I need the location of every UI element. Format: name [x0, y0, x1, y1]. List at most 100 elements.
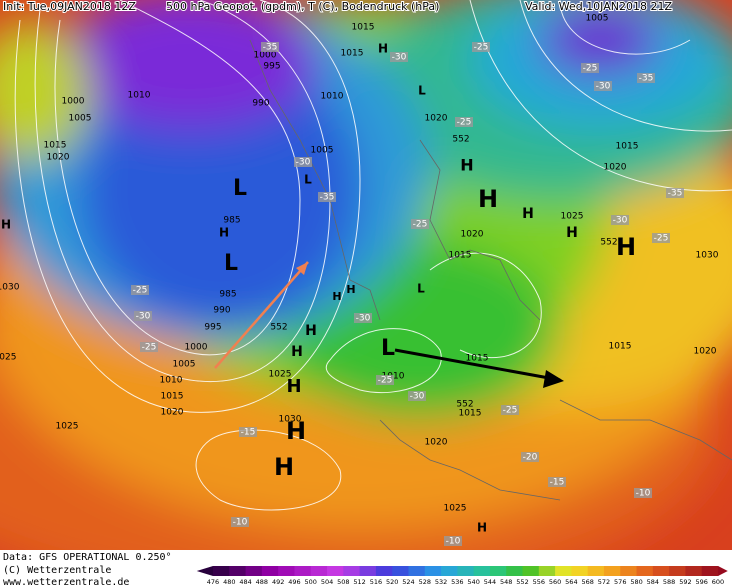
colorbar-label: 580: [630, 578, 642, 586]
temperature-label-box: [637, 73, 655, 83]
temperature-label: -25: [133, 286, 148, 296]
temperature-label-box: [472, 42, 490, 52]
temperature-label: -30: [392, 53, 407, 63]
pressure-center: H: [274, 453, 294, 481]
temperature-label: -15: [550, 478, 565, 488]
colorbar-cell: [343, 566, 361, 576]
colorbar-cell: [603, 566, 621, 576]
pressure-center: H: [522, 206, 534, 222]
temperature-label-box: [390, 52, 408, 62]
arrow-orange-head: [296, 262, 308, 275]
temperature-label-box: [231, 517, 249, 527]
temperature-label-box: [318, 192, 336, 202]
pressure-center: H: [460, 156, 473, 175]
pressure-label: 1030: [0, 283, 20, 293]
pressure-label: 1025: [269, 370, 292, 380]
pressure-center: H: [478, 185, 498, 213]
temperature-label: -15: [241, 428, 256, 438]
pressure-label: 1005: [586, 14, 609, 24]
colorbar-cell: [555, 566, 572, 576]
colorbar-label: 488: [256, 578, 268, 586]
temperature-label-box: [131, 285, 149, 295]
colorbar-label: 536: [451, 578, 463, 586]
pressure-center: H: [286, 417, 306, 445]
height-label: 552: [600, 238, 617, 248]
colorbar-cell: [457, 566, 475, 576]
footer-url: www.wetterzentrale.de: [3, 577, 129, 587]
temperature-label-box: [652, 233, 670, 243]
temperature-label-box: [134, 311, 152, 321]
colorbar-cell: [424, 566, 442, 576]
colorbar-label: 568: [581, 578, 593, 586]
coastlines: [249, 39, 732, 501]
temperature-label: -25: [378, 376, 393, 386]
pressure-label: 1020: [425, 114, 448, 124]
colorbar-label: 484: [239, 578, 251, 586]
pressure-label: 1015: [161, 392, 184, 402]
header-init: Init: Tue,09JAN2018 12Z: [3, 0, 136, 13]
pressure-label: 1005: [173, 360, 196, 370]
colorbar-label: 528: [419, 578, 431, 586]
colorbar-label: 524: [402, 578, 414, 586]
pressure-center: H: [616, 233, 636, 261]
pressure-center: L: [233, 176, 247, 201]
temperature-label-box: [611, 215, 629, 225]
temperature-label: -35: [263, 43, 278, 53]
arrow-black-head: [543, 370, 564, 388]
temperature-label-box: [239, 427, 257, 437]
pressure-center: L: [418, 84, 426, 98]
temperature-label: -30: [613, 216, 628, 226]
pressure-label: 1005: [311, 146, 334, 156]
pressure-center: L: [304, 173, 312, 187]
pressure-label: 1015: [44, 141, 67, 151]
temperature-label-box: [634, 488, 652, 498]
pressure-center: H: [1, 218, 11, 232]
colorbar-cell: [359, 566, 377, 576]
colorbar: 476 480 484 488 492 496 500 504 508 512 516 520 524 5…: [196, 566, 728, 586]
arrow-orange: [214, 261, 309, 369]
pressure-label: 1010: [128, 91, 151, 101]
colorbar-label: 516: [370, 578, 382, 586]
temperature-label: -30: [596, 82, 611, 92]
colorbar-cell: [538, 566, 556, 576]
pressure-label: 1000: [62, 97, 85, 107]
temperature-label: -25: [457, 118, 472, 128]
colorbar-label: 552: [516, 578, 528, 586]
temperature-label-box: [666, 188, 684, 198]
pressure-label: 1020: [694, 347, 717, 357]
colorbar-label: 588: [663, 578, 675, 586]
pressure-label: 1030: [279, 415, 302, 425]
pressure-center: H: [286, 376, 301, 397]
colorbar-cell: [408, 566, 426, 576]
pressure-label: 1015: [616, 142, 639, 152]
height-label: 552: [452, 135, 469, 145]
temperature-label: -25: [583, 64, 598, 74]
pressure-label: 1020: [47, 153, 70, 163]
temperature-label-box: [408, 391, 426, 401]
colorbar-cell: [375, 566, 393, 576]
colorbar-cell: [620, 566, 638, 576]
pressure-label: 990: [213, 306, 230, 316]
temperature-label-box: [411, 219, 429, 229]
colorbar-cell: [278, 566, 295, 576]
temperature-label-box: [444, 536, 462, 546]
temperature-label-box: [140, 342, 158, 352]
colorbar-high-end: [718, 566, 728, 576]
colorbar-cell: [652, 566, 670, 576]
temperature-label: -25: [474, 43, 489, 53]
colorbar-label: 492: [272, 578, 284, 586]
temperature-label-box: [261, 42, 279, 52]
colorbar-low-end: [196, 566, 213, 576]
pressure-label: 1025: [444, 504, 467, 514]
pressure-label: 1015: [609, 342, 632, 352]
colorbar-label: 512: [353, 578, 365, 586]
colorbar-cell: [441, 566, 458, 576]
colorbar-cell: [685, 566, 703, 576]
colorbar-label: 500: [305, 578, 317, 586]
pressure-label: 990: [252, 99, 269, 109]
pressure-label: 1025: [0, 353, 16, 363]
header-valid: Valid: Wed,10JAN2018 21Z: [525, 0, 672, 13]
colorbar-cell: [327, 566, 344, 576]
